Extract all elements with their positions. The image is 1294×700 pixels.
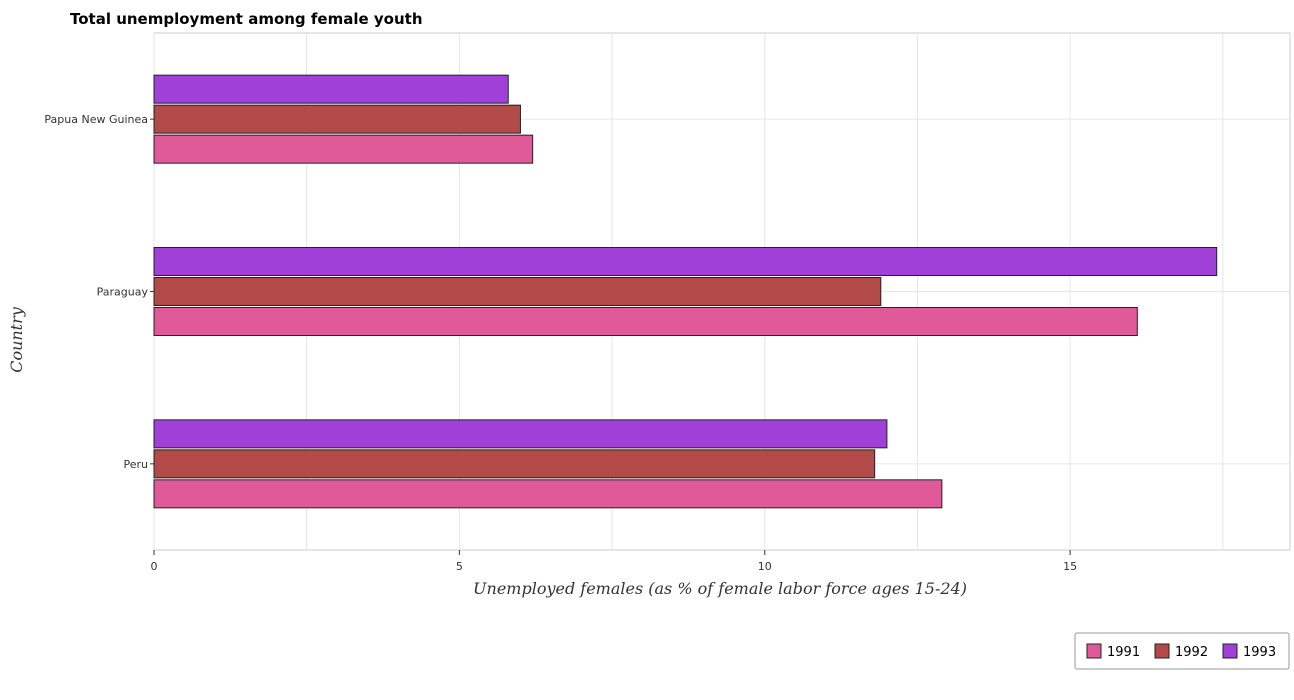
chart-title: Total unemployment among female youth: [70, 10, 423, 28]
x-tick-label: 10: [758, 560, 772, 573]
x-axis-label: Unemployed females (as % of female labor…: [473, 579, 967, 598]
bar-1993: [153, 247, 1218, 276]
legend-label-1991: 1991: [1107, 645, 1140, 660]
plot-area: 0 5 10 15 Papua New Guinea Paraguay Peru: [44, 32, 1291, 573]
y-tick-label: Paraguay: [97, 286, 149, 299]
y-axis-label: Country: [7, 306, 26, 373]
legend-label-1992: 1992: [1175, 645, 1208, 660]
bar-1992: [153, 277, 882, 306]
bar-1993: [153, 74, 509, 104]
y-tick-label: Papua New Guinea: [44, 113, 148, 126]
bar-1992: [153, 104, 521, 134]
bar-1992: [153, 449, 876, 479]
legend-box: [1074, 632, 1290, 670]
y-tick-label: Peru: [123, 458, 148, 471]
x-tick-label: 5: [456, 560, 463, 573]
legend: 1991 1992 1993: [1074, 632, 1290, 670]
bar-1991: [153, 307, 1138, 336]
legend-swatch-1991: [1086, 643, 1102, 659]
legend-label-1993: 1993: [1243, 645, 1276, 660]
bar-1991: [153, 479, 943, 509]
legend-swatch-1993: [1222, 643, 1238, 659]
legend-swatch-1992: [1154, 643, 1170, 659]
x-tick-label: 0: [151, 560, 158, 573]
bar-1993: [153, 419, 888, 449]
bar-1991: [153, 134, 534, 164]
x-tick-label: 15: [1063, 560, 1077, 573]
